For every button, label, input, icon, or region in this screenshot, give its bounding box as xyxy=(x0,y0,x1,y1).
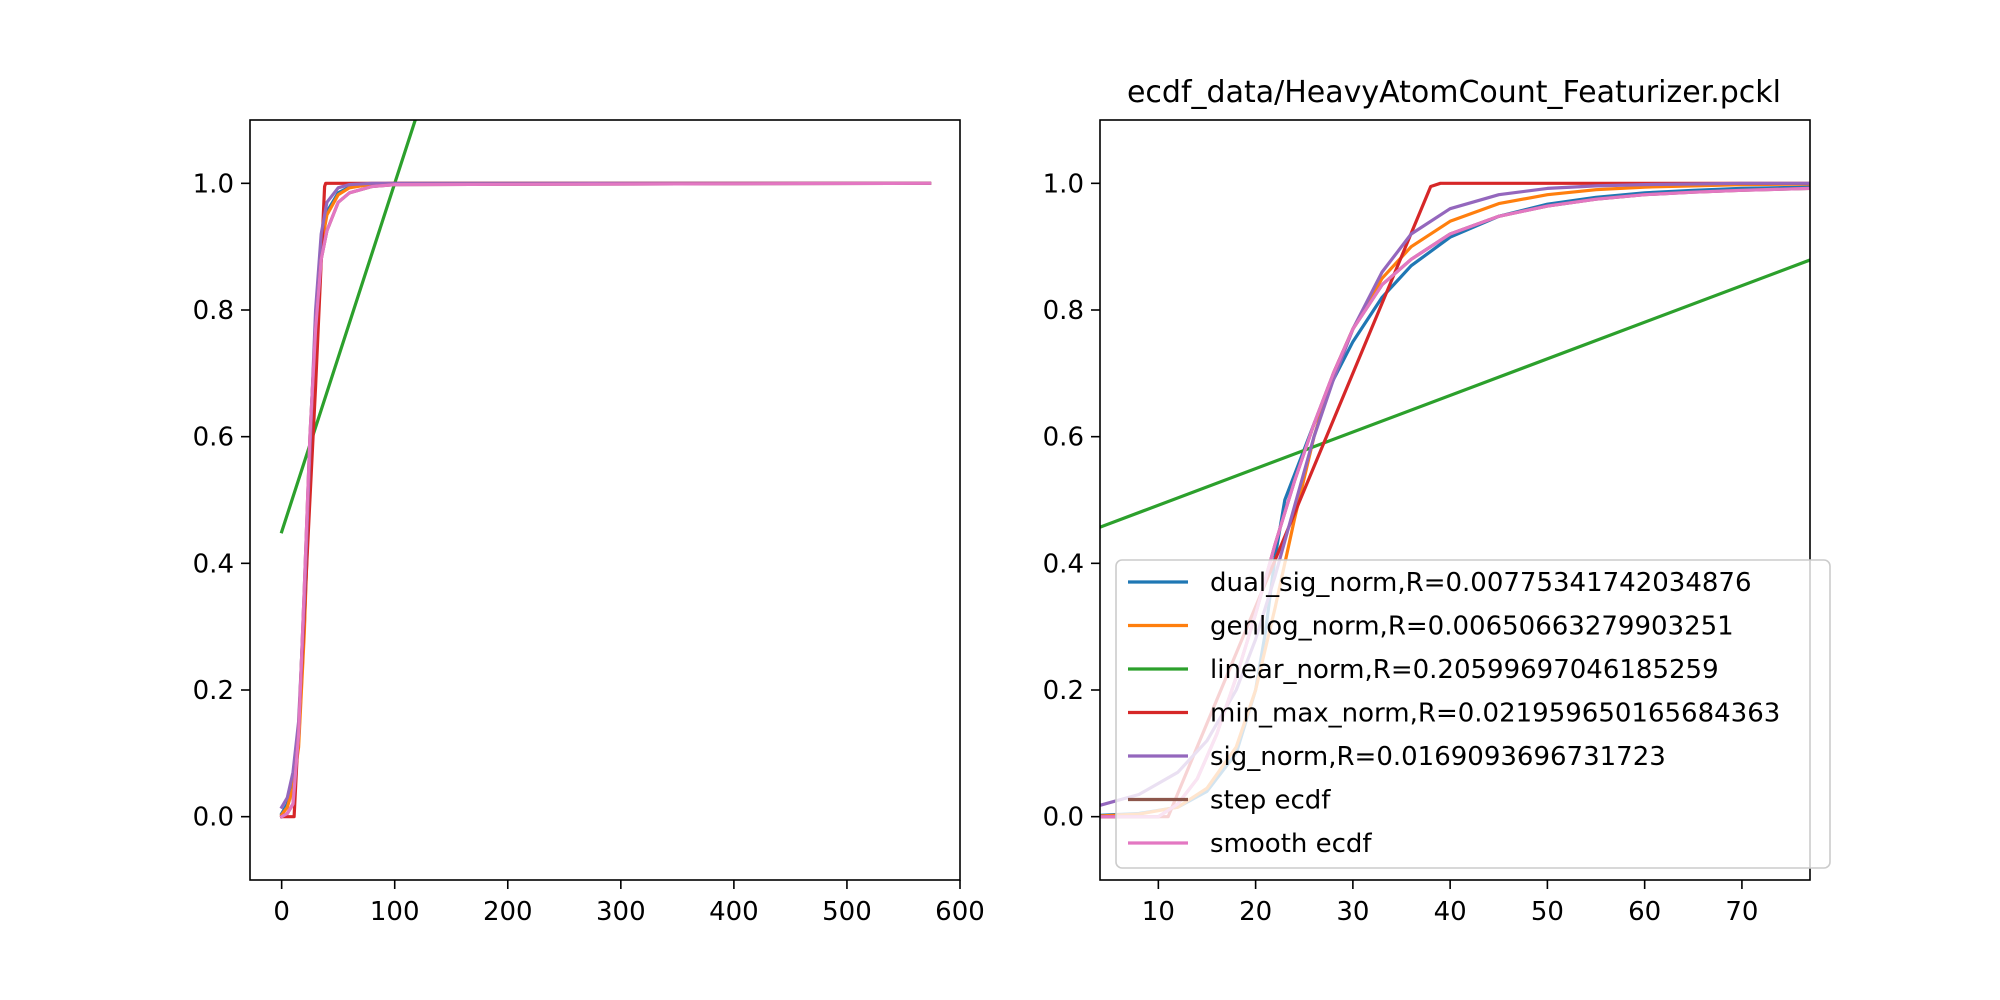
left-y-tick-label: 0.2 xyxy=(193,676,234,706)
left-y-tick-label: 0.0 xyxy=(193,803,234,833)
left-x-tick-label: 0 xyxy=(273,897,290,927)
left-x-tick-label: 500 xyxy=(822,897,872,927)
legend-label-linear-norm: linear_norm,R=0.20599697046185259 xyxy=(1210,655,1719,685)
right-x-tick-label: 60 xyxy=(1628,897,1661,927)
left-x-tick-label: 200 xyxy=(483,897,533,927)
right-x-tick-label: 30 xyxy=(1336,897,1369,927)
right-series-linear-norm xyxy=(1100,258,1810,529)
right-chart-title: ecdf_data/HeavyAtomCount_Featurizer.pckl xyxy=(1127,75,1781,110)
right-y-tick-label: 0.2 xyxy=(1043,676,1084,706)
left-y-tick-label: 0.4 xyxy=(193,549,234,579)
right-y-tick-label: 0.8 xyxy=(1043,296,1084,326)
legend-label-dual-sig-norm: dual_sig_norm,R=0.00775341742034876 xyxy=(1210,568,1752,598)
right-chart-frame xyxy=(1099,119,1811,881)
left-x-tick-label: 300 xyxy=(596,897,646,927)
right-y-tick-label: 1.0 xyxy=(1043,169,1084,199)
left-series-sig-norm xyxy=(279,181,932,810)
left-chart-ticks: 0 100 200 300 400 500 600 0.0 0.2 0.4 0.6 0.8 1.0 xyxy=(193,169,985,927)
right-y-tick-label: 0.4 xyxy=(1043,549,1084,579)
left-y-tick-label: 1.0 xyxy=(193,169,234,199)
legend-label-sig-norm: sig_norm,R=0.0169093696731723 xyxy=(1210,742,1666,772)
right-x-tick-label: 10 xyxy=(1142,897,1175,927)
right-chart-legend: dual_sig_norm,R=0.00775341742034876genlo… xyxy=(1115,559,1831,869)
left-chart-series xyxy=(279,120,932,819)
right-x-tick-label: 20 xyxy=(1239,897,1272,927)
right-x-tick-label: 50 xyxy=(1531,897,1564,927)
right-y-tick-label: 0.6 xyxy=(1043,423,1084,453)
left-series-smooth-ecdf xyxy=(279,181,932,819)
left-chart-frame xyxy=(249,119,961,881)
right-x-tick-label: 40 xyxy=(1434,897,1467,927)
legend-box xyxy=(1115,559,1831,869)
left-x-tick-label: 600 xyxy=(935,897,985,927)
left-x-tick-label: 400 xyxy=(709,897,759,927)
legend-label-smooth-ecdf: smooth ecdf xyxy=(1210,829,1372,859)
left-y-tick-label: 0.8 xyxy=(193,296,234,326)
right-chart-ticks: 10 20 30 40 50 60 70 0.0 0.2 0.4 0.6 0.8 1.0 xyxy=(1043,169,1759,927)
legend-label-step-ecdf: step ecdf xyxy=(1210,786,1331,816)
right-chart-panel: ecdf_data/HeavyAtomCount_Featurizer.pckl… xyxy=(1043,75,1831,927)
left-x-tick-label: 100 xyxy=(370,897,420,927)
left-chart-panel: 0 100 200 300 400 500 600 0.0 0.2 0.4 0.6 0.8 1.0 xyxy=(193,119,985,927)
right-x-tick-label: 70 xyxy=(1725,897,1758,927)
left-y-tick-label: 0.6 xyxy=(193,423,234,453)
legend-label-genlog-norm: genlog_norm,R=0.00650663279903251 xyxy=(1210,612,1734,642)
legend-label-min-max-norm: min_max_norm,R=0.021959650165684363 xyxy=(1210,699,1780,729)
right-y-tick-label: 0.0 xyxy=(1043,803,1084,833)
